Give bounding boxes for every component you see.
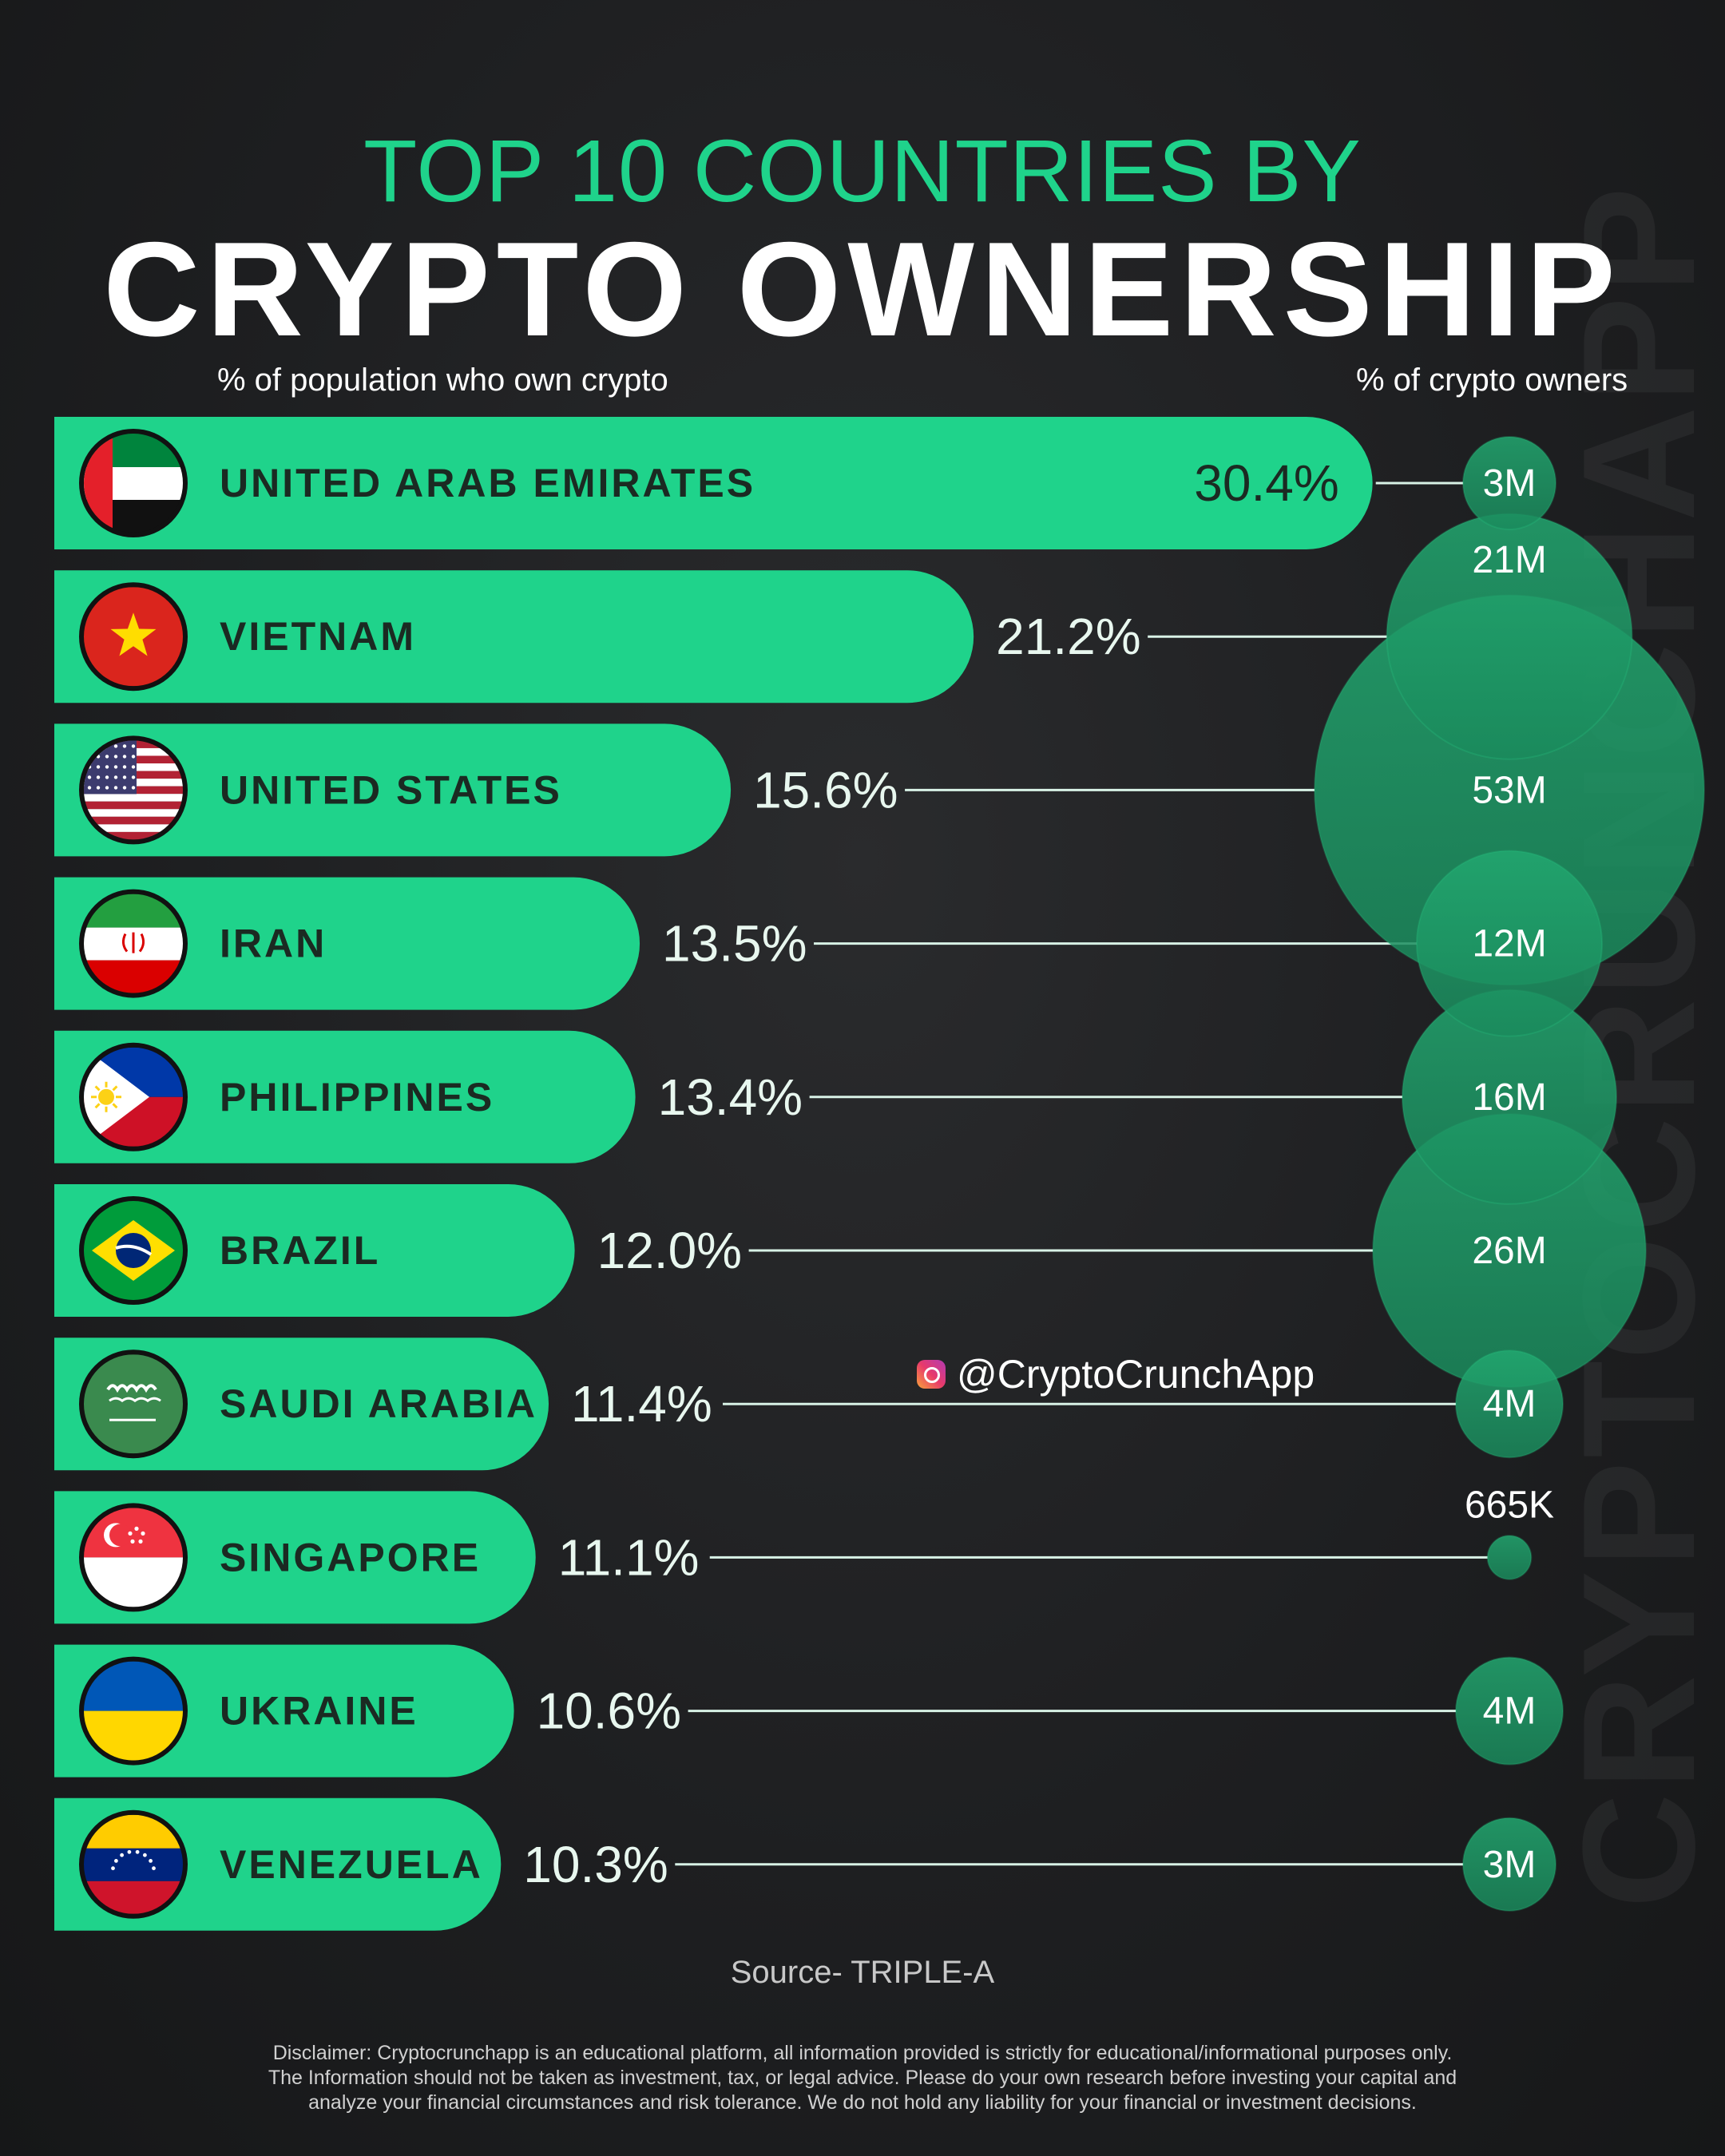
data-label: 10.6% xyxy=(537,1682,681,1740)
venezuela-flag-icon xyxy=(79,1809,188,1919)
country-label: UKRAINE xyxy=(220,1689,418,1734)
social-handle-text: @CryptoCrunchApp xyxy=(957,1352,1315,1397)
data-label: 13.5% xyxy=(662,915,807,973)
bubble xyxy=(1461,1817,1557,1912)
instagram-icon xyxy=(917,1360,946,1389)
disclaimer: Disclaimer: Cryptocrunchapp is an educat… xyxy=(96,2041,1629,2115)
bar xyxy=(54,723,732,857)
owners-label: 26M xyxy=(1472,1230,1546,1272)
disclaimer-line: Disclaimer: Cryptocrunchapp is an educat… xyxy=(272,2042,1453,2064)
owners-label: 21M xyxy=(1472,539,1546,581)
bar xyxy=(54,877,640,1010)
social-handle: @CryptoCrunchApp xyxy=(917,1351,1315,1397)
iran-flag-icon xyxy=(79,889,188,998)
singapore-flag-icon xyxy=(79,1503,188,1612)
owners-label: 665K xyxy=(1465,1484,1554,1526)
data-label: 11.4% xyxy=(571,1375,712,1433)
us-flag-icon xyxy=(79,735,188,845)
owners-label: 3M xyxy=(1483,1844,1537,1886)
bubble xyxy=(1455,1349,1564,1459)
bar xyxy=(54,570,974,703)
owners-label: 4M xyxy=(1483,1383,1537,1425)
country-label: UNITED ARAB EMIRATES xyxy=(220,461,755,505)
country-label: UNITED STATES xyxy=(220,767,562,812)
bubble xyxy=(1461,435,1557,531)
bubble xyxy=(1415,850,1604,1037)
country-label: VENEZUELA xyxy=(220,1842,483,1887)
country-label: VIETNAM xyxy=(220,614,416,659)
right-subhead: % of crypto owners xyxy=(1356,363,1628,398)
owners-label: 4M xyxy=(1483,1690,1537,1733)
page-title: CRYPTO OWNERSHIP xyxy=(103,214,1622,364)
data-label: 11.1% xyxy=(558,1528,700,1586)
country-label: IRAN xyxy=(220,921,327,966)
data-label: 12.0% xyxy=(597,1222,742,1279)
country-label: BRAZIL xyxy=(220,1228,380,1273)
data-label: 10.3% xyxy=(523,1836,668,1893)
country-label: SAUDI ARABIA xyxy=(220,1381,537,1426)
owners-label: 16M xyxy=(1472,1076,1546,1119)
country-label: SINGAPORE xyxy=(220,1535,481,1579)
country-label: PHILIPPINES xyxy=(220,1075,494,1120)
brazil-flag-icon xyxy=(79,1196,188,1305)
left-subhead: % of population who own crypto xyxy=(217,363,668,398)
bar xyxy=(54,1184,575,1317)
philippines-flag-icon xyxy=(79,1042,188,1151)
bar xyxy=(54,417,1373,549)
data-label: 13.4% xyxy=(658,1068,803,1126)
owners-label: 12M xyxy=(1472,923,1546,965)
owners-label: 53M xyxy=(1472,769,1546,811)
disclaimer-line: analyze your financial circumstances and… xyxy=(308,2091,1417,2114)
owners-label: 3M xyxy=(1483,462,1537,505)
bubble xyxy=(1455,1656,1564,1766)
bubble xyxy=(1486,1535,1533,1580)
ukraine-flag-icon xyxy=(79,1656,188,1766)
title-top: TOP 10 COUNTRIES BY xyxy=(363,122,1362,220)
data-label: 15.6% xyxy=(753,761,898,818)
disclaimer-line: The Information should not be taken as i… xyxy=(268,2067,1457,2089)
data-label: 21.2% xyxy=(996,608,1140,665)
data-label: 30.4% xyxy=(1194,454,1338,512)
vietnam-flag-icon xyxy=(79,582,188,692)
uae-flag-icon xyxy=(79,429,188,537)
source-note: Source- TRIPLE-A xyxy=(730,1955,995,1990)
bar xyxy=(54,1030,636,1163)
saudi-arabia-flag-icon xyxy=(79,1349,188,1459)
bar xyxy=(54,1338,549,1471)
